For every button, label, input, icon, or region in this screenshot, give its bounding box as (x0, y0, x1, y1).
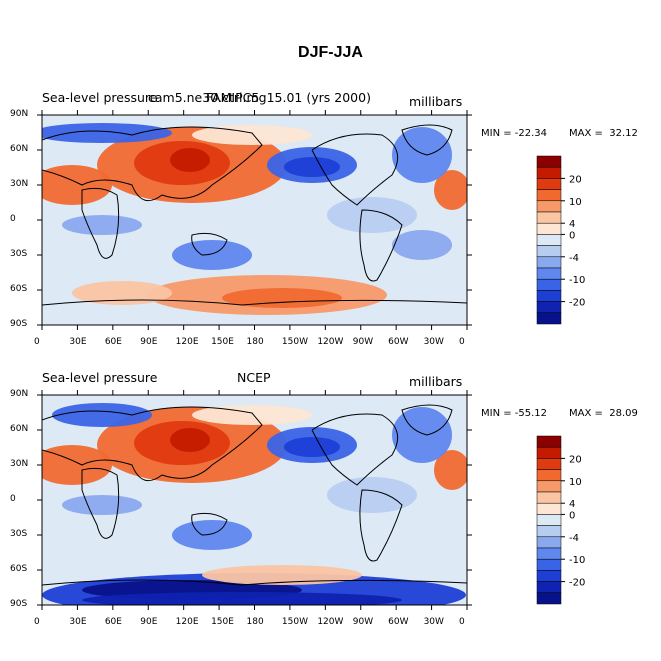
colorbar-tick-label: -20 (569, 298, 585, 309)
colorbar-swatch (536, 558, 562, 571)
lon-tick-label: 120E (175, 617, 199, 627)
panel-units-label: millibars (409, 94, 463, 109)
lat-tick-label: 30S (10, 249, 28, 259)
lon-tick-label: 60E (104, 617, 122, 627)
colorbar-tick-label: 20 (569, 454, 582, 465)
lat-tick-label: 60N (10, 424, 29, 434)
lon-tick-label: 90E (140, 337, 158, 347)
panel-units-label: millibars (409, 374, 463, 389)
lon-tick-label: 120W (317, 617, 344, 627)
lon-tick-label: 60W (388, 337, 409, 347)
map-frame-model (37, 110, 472, 330)
min-value: MIN = -22.34 (481, 128, 548, 139)
colorbar-swatch (536, 458, 562, 470)
colorbar-swatch (536, 480, 562, 493)
colorbar-swatch (536, 502, 562, 515)
lon-tick-label: 150W (281, 337, 308, 347)
colorbar-tick-label: 0 (569, 230, 575, 241)
panel-case-label: cam5.ne30.ctrl.mg15.01 (yrs 2000) (148, 90, 371, 105)
colorbar-tick-label: -10 (569, 275, 585, 286)
lon-tick-label: 120W (317, 337, 344, 347)
colorbar-swatch (536, 491, 562, 504)
colorbar-observation: 20 10 40 -4 -10 -20 (536, 435, 585, 605)
lon-tick-label: 30E (69, 617, 87, 627)
lat-tick-label: 30S (10, 529, 28, 539)
lat-tick-label: 60N (10, 144, 29, 154)
lat-tick-label: 90N (10, 109, 29, 119)
colorbar-swatch (536, 570, 562, 582)
lon-tick-label: 90W (352, 337, 374, 347)
colorbar-tick-label: 10 (569, 477, 582, 488)
colorbar-swatch (536, 469, 562, 482)
colorbar-swatch (536, 312, 562, 325)
colorbar-tick-label: -20 (569, 578, 585, 589)
lon-tick-label: 150W (281, 617, 308, 627)
lat-tick-label: 90N (10, 389, 29, 399)
lon-tick-label: 0 (459, 337, 465, 347)
min-value: MIN = -55.12 (481, 408, 548, 419)
lon-tick-label: 120E (175, 337, 199, 347)
lon-tick-label: 30W (423, 337, 444, 347)
colorbar-tick-label: -10 (569, 555, 585, 566)
colorbar-model: 20 10 40 -4 -10 -20 (536, 155, 585, 325)
lon-tick-label: 60W (388, 617, 409, 627)
lon-tick-label: 60E (104, 337, 122, 347)
colorbar-tick-label: 4 (569, 219, 575, 230)
panel-source-label: NCEP (237, 370, 271, 385)
colorbar-swatch (536, 581, 562, 594)
colorbar-swatch (536, 435, 562, 448)
lat-tick-label: 0 (10, 214, 16, 224)
lon-tick-label: 150E (211, 617, 234, 627)
lon-tick-label: 30W (423, 617, 444, 627)
map-frame-observation (37, 390, 472, 610)
max-value: MAX = 28.09 (569, 408, 638, 419)
colorbar-swatch (536, 446, 562, 459)
lat-tick-label: 90S (10, 599, 28, 609)
lat-tick-label: 90S (10, 319, 28, 329)
panel-variable-label: Sea-level pressure (42, 370, 158, 385)
lat-tick-label: 0 (10, 494, 16, 504)
lon-tick-label: 150E (211, 337, 234, 347)
colorbar-tick-label: 10 (569, 197, 582, 208)
lon-tick-label: 90E (140, 617, 158, 627)
lon-tick-label: 0 (459, 617, 465, 627)
colorbar-swatch (536, 525, 562, 538)
colorbar-swatch (536, 536, 562, 549)
colorbar-tick-label: 0 (569, 510, 575, 521)
colorbar-tick-label: -4 (569, 533, 579, 544)
lat-tick-label: 60S (10, 284, 28, 294)
lat-tick-label: 30N (10, 179, 29, 189)
panel-variable-label: Sea-level pressure (42, 90, 158, 105)
figure-title: DJF-JJA (298, 44, 363, 61)
lon-tick-label: 90W (352, 617, 374, 627)
panel-source-label: FAMIPC5 (206, 90, 260, 105)
colorbar-swatch (536, 514, 562, 526)
colorbar-tick-label: 20 (569, 174, 582, 185)
max-value: MAX = 32.12 (569, 128, 638, 139)
lat-tick-label: 60S (10, 564, 28, 574)
colorbar-tick-label: 4 (569, 499, 575, 510)
colorbar-swatch (536, 592, 562, 605)
colorbar-tick-label: -4 (569, 253, 579, 264)
lat-tick-label: 30N (10, 459, 29, 469)
lon-tick-label: 30E (69, 337, 87, 347)
colorbar-swatch (536, 547, 562, 560)
lon-tick-label: 180 (246, 337, 264, 347)
lon-tick-label: 0 (34, 617, 40, 627)
lon-tick-label: 180 (246, 617, 264, 627)
lon-tick-label: 0 (34, 337, 40, 347)
